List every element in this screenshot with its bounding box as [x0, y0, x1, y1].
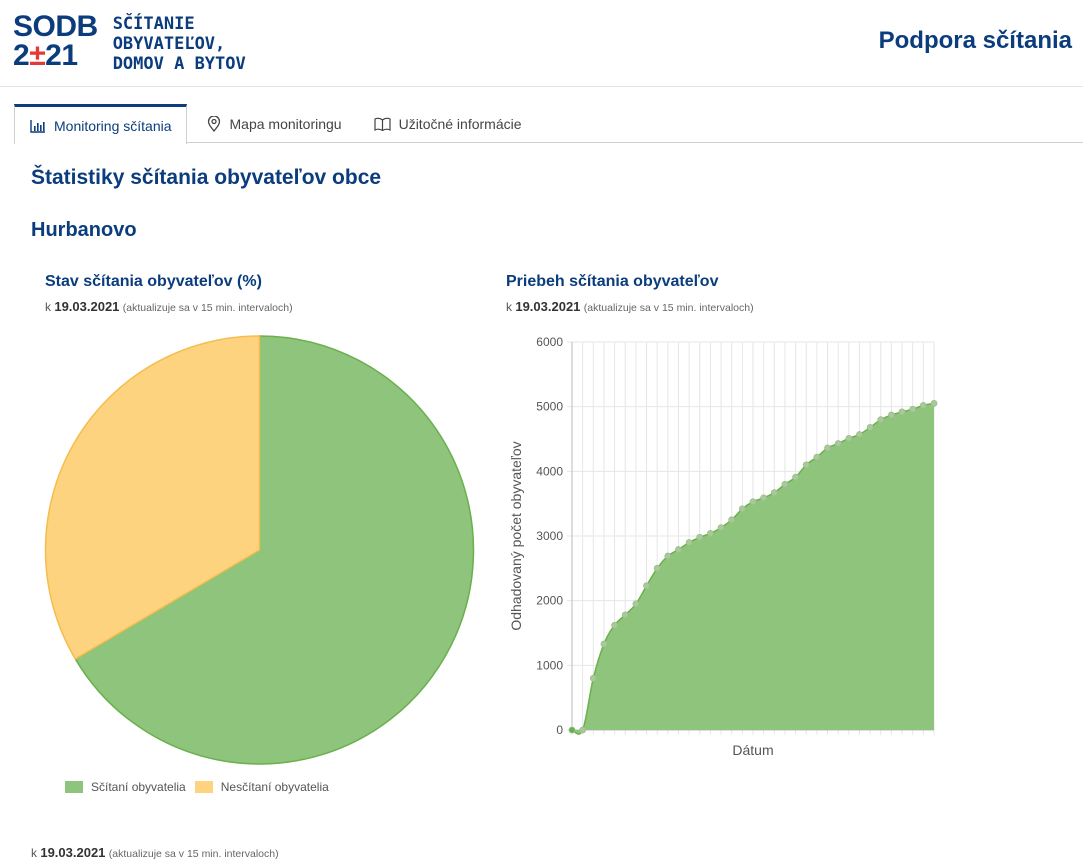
book-icon [374, 115, 392, 133]
data-point[interactable] [707, 530, 714, 537]
x-axis-label: Dátum [732, 742, 773, 758]
data-point[interactable] [717, 524, 725, 531]
data-point[interactable] [568, 726, 576, 734]
logo-text-line2: OBYVATEĽOV, [112, 34, 226, 54]
data-point[interactable] [824, 444, 831, 452]
data-point[interactable] [621, 611, 629, 619]
tab-monitoring[interactable]: Monitoring sčítania [14, 104, 187, 144]
data-point[interactable] [802, 461, 810, 469]
logo-text-line3: DOMOV A BYTOV [112, 54, 246, 74]
legend-item-uncounted[interactable]: Nesčítaní obyvatelia [194, 780, 329, 794]
app-header: SODB 2±21 SČÍTANIE OBYVATEĽOV, DOMOV A B… [0, 0, 1083, 87]
pie-slice-counted[interactable] [74, 335, 475, 765]
city-name: Hurbanovo [31, 219, 137, 241]
y-tick-label: 4000 [536, 464, 563, 478]
data-point[interactable] [643, 582, 650, 590]
bottom-date-line: k 19.03.2021 (aktualizuje sa v 15 min. i… [31, 845, 279, 860]
pie-legend: Sčítaní obyvatelia Nesčítaní obyvatelia [65, 780, 338, 794]
tab-monitoring-label: Monitoring sčítania [54, 117, 172, 134]
y-tick-label: 6000 [536, 335, 563, 349]
data-point[interactable] [579, 726, 587, 734]
bar-chart-icon [29, 117, 47, 135]
y-tick-label: 2000 [536, 594, 563, 608]
area-fill [572, 403, 934, 735]
legend-item-counted[interactable]: Sčítaní obyvatelia [65, 780, 186, 794]
data-point[interactable] [653, 564, 661, 572]
line-date-line: k 19.03.2021 (aktualizuje sa v 15 min. i… [506, 299, 754, 314]
logo-text: SČÍTANIE OBYVATEĽOV, DOMOV A BYTOV [113, 14, 246, 74]
data-point[interactable] [675, 546, 682, 553]
data-point[interactable] [792, 473, 799, 481]
data-point[interactable] [664, 552, 672, 560]
data-point[interactable] [866, 423, 874, 431]
data-point[interactable] [888, 411, 895, 419]
page-title: Štatistiky sčítania obyvateľov obce [31, 166, 382, 189]
tab-map[interactable]: Mapa monitoringu [191, 104, 356, 143]
data-point[interactable] [898, 408, 906, 416]
data-point[interactable] [877, 416, 885, 423]
tab-info[interactable]: Užitočné informácie [360, 104, 536, 143]
data-point[interactable] [845, 434, 853, 442]
y-axis-label: Odhadovaný počet obyvateľov [508, 441, 524, 630]
data-point[interactable] [909, 405, 917, 413]
data-point[interactable] [770, 489, 778, 497]
pie-slice-uncounted[interactable] [44, 335, 261, 660]
data-point[interactable] [685, 539, 693, 546]
y-tick-label: 1000 [536, 658, 563, 672]
data-point[interactable] [781, 480, 789, 488]
map-pin-icon [205, 115, 223, 133]
logo-mark: SODB 2±21 [13, 10, 98, 72]
area-chart: 0 1000 2000 3000 4000 5000 6000 Dátum Odhadovaný… [508, 335, 938, 758]
data-point[interactable] [813, 453, 821, 461]
data-point[interactable] [919, 401, 927, 409]
pie-date-line: k 19.03.2021 (aktualizuje sa v 15 min. i… [45, 299, 293, 314]
data-point[interactable] [632, 600, 640, 608]
data-point[interactable] [589, 674, 597, 682]
line-chart-title: Priebeh sčítania obyvateľov [506, 273, 719, 290]
y-tick-label: 5000 [536, 400, 563, 414]
data-point[interactable] [611, 621, 618, 629]
data-point[interactable] [600, 640, 608, 648]
legend-label-counted: Sčítaní obyvatelia [91, 780, 186, 794]
data-point[interactable] [728, 516, 736, 524]
pie-chart [44, 335, 475, 765]
tab-map-label: Mapa monitoringu [229, 115, 342, 132]
legend-swatch-counted [65, 781, 83, 793]
legend-swatch-uncounted [194, 781, 213, 793]
sodb-logo[interactable]: SODB 2±21 SČÍTANIE OBYVATEĽOV, DOMOV A B… [13, 10, 246, 75]
pie-chart-title: Stav sčítania obyvateľov (%) [45, 273, 262, 290]
data-point[interactable] [760, 494, 768, 502]
y-tick-label: 0 [556, 723, 563, 737]
legend-label-uncounted: Nesčítaní obyvatelia [220, 780, 329, 794]
tab-bar: Monitoring sčítania Mapa monitoringu Uži… [14, 104, 1083, 144]
data-point[interactable] [834, 440, 842, 447]
data-point[interactable] [930, 400, 938, 407]
logo-line1: SODB [13, 10, 98, 43]
tab-info-label: Užitočné informácie [398, 115, 522, 132]
data-point[interactable] [749, 498, 757, 506]
data-point[interactable] [856, 431, 863, 438]
y-tick-label: 3000 [536, 529, 563, 543]
logo-line2: 2±21 [13, 39, 78, 72]
support-title[interactable]: Podpora sčítania [878, 27, 1072, 54]
data-point[interactable] [696, 533, 704, 541]
logo-text-line1: SČÍTANIE [112, 14, 195, 34]
data-point[interactable] [738, 505, 746, 513]
